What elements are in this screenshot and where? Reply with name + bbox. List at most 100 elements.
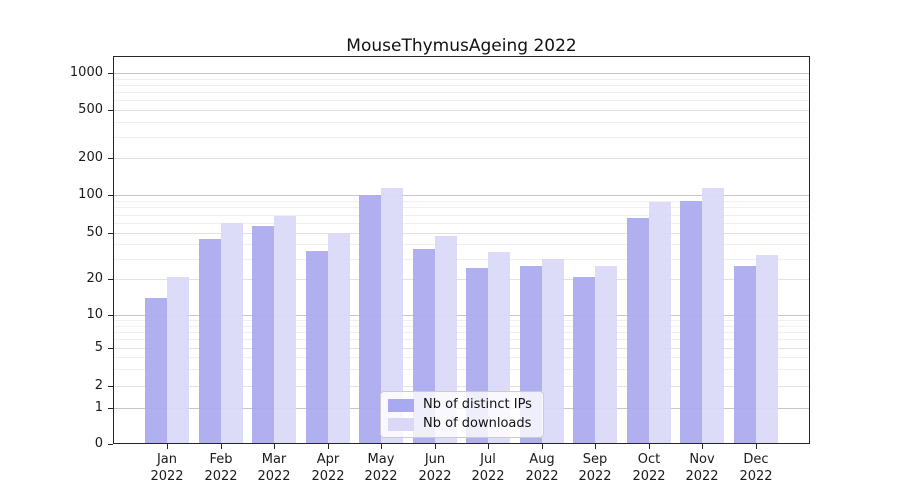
gridline-minor (113, 137, 810, 138)
bar-ips-nov (680, 201, 702, 444)
gridline-minor (113, 339, 810, 340)
month-label: Aug (529, 452, 555, 467)
month-label: Feb (209, 452, 233, 467)
x-tick-label-jan: Jan 2022 (135, 451, 199, 485)
x-tick-mark (542, 444, 543, 449)
year-label: 2022 (578, 469, 612, 484)
year-label: 2022 (311, 469, 345, 484)
bar-ips-apr (306, 251, 328, 444)
y-tick-mark (108, 73, 113, 74)
gridline-minor (113, 100, 810, 101)
year-label: 2022 (685, 469, 719, 484)
legend-label-distinct-ips: Nb of distinct IPs (423, 397, 532, 412)
month-label: Mar (261, 452, 287, 467)
gridline-minor (113, 369, 810, 370)
month-label: Jun (424, 452, 446, 467)
y-tick-mark (108, 444, 113, 445)
y-tick-label: 200 (78, 150, 103, 165)
legend-label-downloads: Nb of downloads (423, 416, 532, 431)
gridline-mid (113, 110, 810, 111)
x-tick-label-apr: Apr 2022 (296, 451, 360, 485)
bar-ips-may (359, 195, 381, 444)
month-label: Sep (582, 452, 608, 467)
x-tick-label-aug: Aug 2022 (510, 451, 574, 485)
y-tick-mark (108, 408, 113, 409)
gridline-mid (113, 348, 810, 349)
year-label: 2022 (739, 469, 773, 484)
month-label: May (367, 452, 395, 467)
gridline-major (113, 315, 810, 316)
x-tick-label-jun: Jun 2022 (403, 451, 467, 485)
legend-row-downloads: Nb of downloads (388, 416, 535, 432)
y-tick-mark (108, 279, 113, 280)
y-tick-label: 100 (78, 187, 103, 202)
y-tick-mark (108, 315, 113, 316)
year-label: 2022 (364, 469, 398, 484)
bar-ips-jan (145, 298, 167, 444)
x-tick-mark (595, 444, 596, 449)
gridline-mid (113, 279, 810, 280)
y-tick-label: 50 (86, 225, 103, 240)
x-tick-label-feb: Feb 2022 (189, 451, 253, 485)
year-label: 2022 (418, 469, 452, 484)
gridline-minor (113, 201, 810, 202)
y-tick-label: 500 (78, 102, 103, 117)
legend-swatch-downloads (388, 417, 414, 431)
x-tick-mark (381, 444, 382, 449)
chart-title: MouseThymusAgeing 2022 (346, 36, 577, 56)
legend-row-ips: Nb of distinct IPs (388, 397, 535, 413)
y-tick-label: 0 (94, 436, 103, 451)
gridline-minor (113, 215, 810, 216)
y-tick-label: 1000 (69, 65, 103, 80)
gridline-major (113, 195, 810, 196)
x-tick-mark (435, 444, 436, 449)
y-tick-mark (108, 158, 113, 159)
x-tick-mark (649, 444, 650, 449)
bar-downloads-feb (221, 223, 243, 444)
year-label: 2022 (525, 469, 559, 484)
gridline-minor (113, 326, 810, 327)
x-tick-mark (221, 444, 222, 449)
gridline-mid (113, 386, 810, 387)
y-tick-mark (108, 348, 113, 349)
gridline-mid (113, 233, 810, 234)
bar-downloads-aug (542, 259, 564, 444)
month-label: Jul (480, 452, 496, 467)
x-tick-label-jul: Jul 2022 (456, 451, 520, 485)
bar-downloads-oct (649, 202, 671, 444)
x-tick-mark (167, 444, 168, 449)
year-label: 2022 (471, 469, 505, 484)
y-tick-label: 5 (94, 340, 103, 355)
year-label: 2022 (204, 469, 238, 484)
bar-ips-sep (573, 277, 595, 444)
x-tick-label-nov: Nov 2022 (670, 451, 734, 485)
y-tick-mark (108, 233, 113, 234)
y-tick-mark (108, 195, 113, 196)
bar-downloads-apr (328, 233, 350, 444)
bar-ips-dec (734, 266, 756, 444)
year-label: 2022 (150, 469, 184, 484)
x-tick-label-oct: Oct 2022 (617, 451, 681, 485)
gridline-mid (113, 158, 810, 159)
y-tick-label: 2 (94, 378, 103, 393)
gridline-minor (113, 92, 810, 93)
bar-ips-mar (252, 226, 274, 444)
gridline-major (113, 73, 810, 74)
month-label: Dec (743, 452, 769, 467)
month-label: Jan (156, 452, 178, 467)
bar-downloads-jan (167, 277, 189, 444)
gridline-minor (113, 357, 810, 358)
gridline-minor (113, 332, 810, 333)
bar-downloads-sep (595, 266, 617, 444)
x-tick-label-mar: Mar 2022 (242, 451, 306, 485)
year-label: 2022 (632, 469, 666, 484)
x-tick-label-sep: Sep 2022 (563, 451, 627, 485)
x-tick-mark (756, 444, 757, 449)
y-tick-label: 10 (86, 307, 103, 322)
plot-area: Nb of distinct IPs Nb of downloads 0 1 2 5 1… (70, 56, 810, 484)
bar-downloads-mar (274, 216, 296, 444)
bar-downloads-dec (756, 255, 778, 444)
x-tick-mark (274, 444, 275, 449)
y-tick-mark (108, 386, 113, 387)
